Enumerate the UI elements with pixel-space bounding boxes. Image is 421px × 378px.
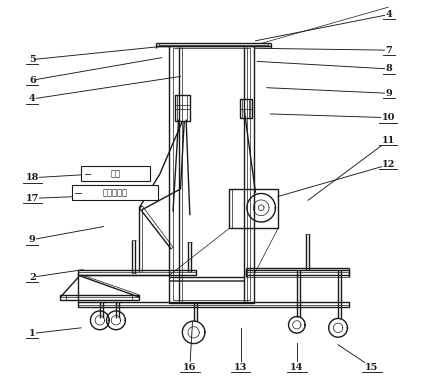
Text: 16: 16: [183, 363, 197, 372]
Text: 5: 5: [29, 55, 36, 64]
Text: 14: 14: [290, 363, 304, 372]
Text: 编码传感卡: 编码传感卡: [102, 188, 127, 197]
Text: 7: 7: [385, 46, 392, 55]
Text: 12: 12: [382, 160, 395, 169]
Text: 9: 9: [29, 235, 36, 244]
Text: 15: 15: [365, 363, 378, 372]
Text: 13: 13: [234, 363, 247, 372]
Text: 10: 10: [382, 113, 395, 122]
Text: 电机: 电机: [111, 169, 121, 178]
Bar: [81, 166, 150, 181]
Text: 4: 4: [385, 10, 392, 19]
Text: 9: 9: [385, 89, 392, 98]
Text: 11: 11: [382, 136, 395, 145]
Text: 2: 2: [29, 273, 36, 282]
Text: 8: 8: [385, 64, 392, 73]
Text: 1: 1: [29, 329, 36, 338]
Text: 4: 4: [29, 94, 36, 104]
Text: 17: 17: [26, 194, 39, 203]
Text: 6: 6: [29, 76, 36, 85]
Text: 18: 18: [26, 173, 39, 182]
Bar: [72, 185, 158, 200]
